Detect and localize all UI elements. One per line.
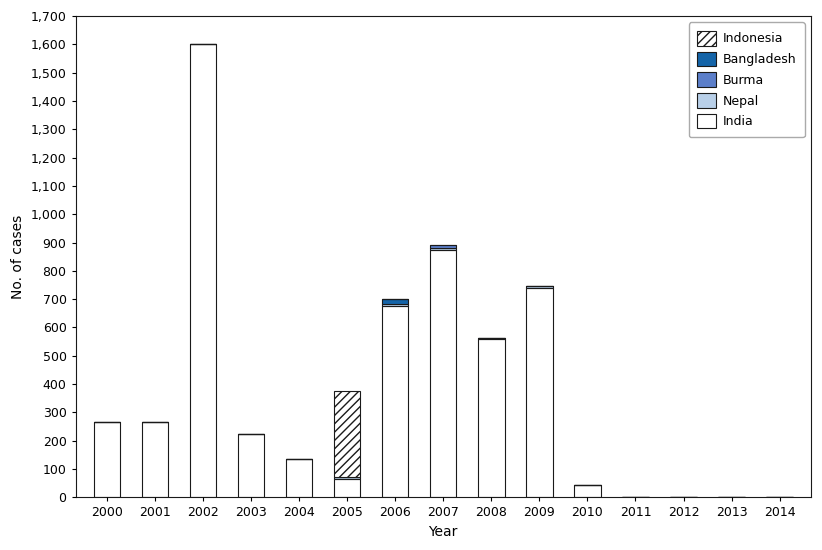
Bar	[238, 433, 264, 497]
Bar	[478, 338, 505, 339]
Bar	[190, 45, 216, 497]
Bar	[526, 288, 552, 497]
Bar	[382, 304, 409, 306]
Bar	[382, 306, 409, 497]
Bar	[286, 459, 312, 497]
Legend: Indonesia, Bangladesh, Burma, Nepal, India: Indonesia, Bangladesh, Burma, Nepal, Ind…	[689, 23, 805, 137]
Bar	[334, 391, 360, 477]
Bar	[430, 248, 456, 250]
Y-axis label: No. of cases: No. of cases	[12, 214, 25, 299]
X-axis label: Year: Year	[428, 525, 458, 539]
Bar	[575, 486, 601, 497]
Bar	[141, 422, 168, 497]
Bar	[430, 245, 456, 248]
Bar	[94, 422, 120, 497]
Bar	[526, 287, 552, 288]
Bar	[334, 477, 360, 478]
Bar	[334, 478, 360, 497]
Bar	[430, 250, 456, 497]
Bar	[382, 299, 409, 304]
Bar	[478, 339, 505, 497]
